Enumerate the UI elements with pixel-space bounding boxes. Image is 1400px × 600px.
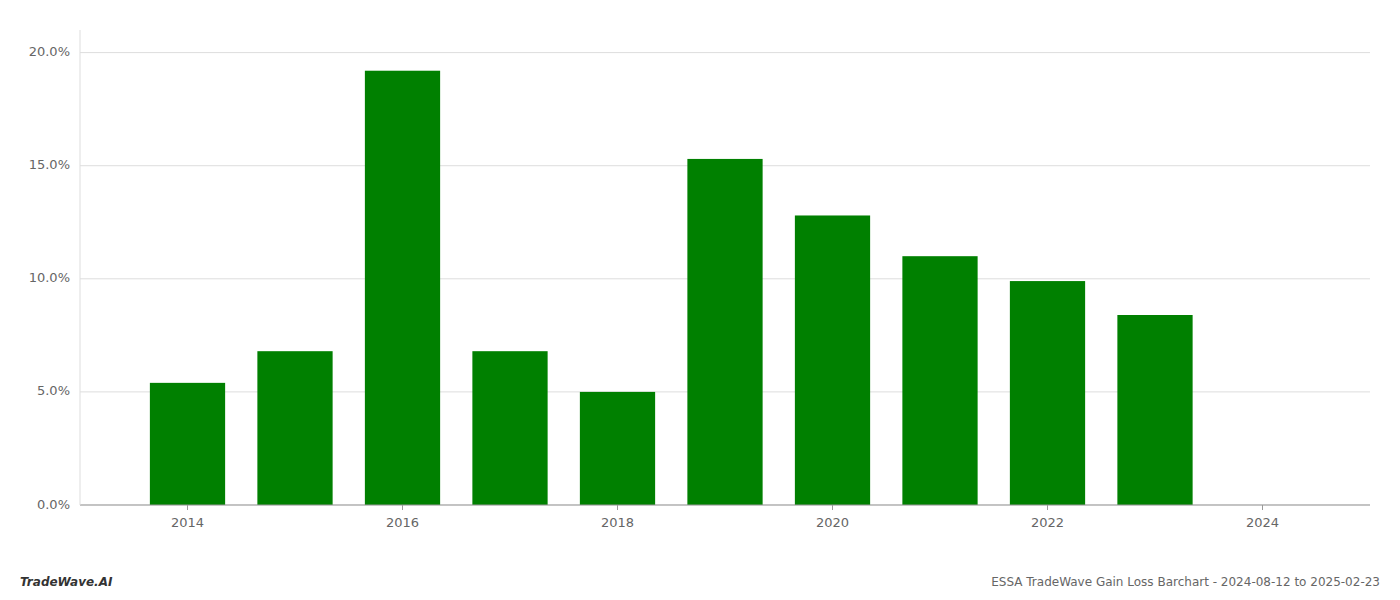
- chart-container: 0.0%5.0%10.0%15.0%20.0%20142016201820202…: [0, 0, 1400, 600]
- x-tick: [1262, 505, 1263, 510]
- x-tick: [832, 505, 833, 510]
- x-tick-label: 2014: [171, 515, 204, 530]
- x-tick: [617, 505, 618, 510]
- chart-svg: 0.0%5.0%10.0%15.0%20.0%20142016201820202…: [0, 0, 1400, 600]
- bar: [150, 383, 225, 505]
- bars: [150, 71, 1193, 505]
- x-ticks: 2014 2016 2018 2020 2022 2024: [171, 505, 1279, 530]
- bar: [795, 215, 870, 505]
- bar: [902, 256, 977, 505]
- y-tick-label: 5.0%: [37, 383, 70, 398]
- footer-right: ESSA TradeWave Gain Loss Barchart - 2024…: [991, 575, 1380, 589]
- bar: [687, 159, 762, 505]
- bar: [1010, 281, 1085, 505]
- bar: [257, 351, 332, 505]
- y-axis-line: [80, 30, 81, 505]
- bar: [580, 392, 655, 505]
- x-axis-line: [80, 505, 1370, 506]
- x-tick-label: 2016: [386, 515, 419, 530]
- y-tick-label: 15.0%: [29, 157, 70, 172]
- y-tick-label: 20.0%: [29, 44, 70, 59]
- x-tick-label: 2020: [816, 515, 849, 530]
- bar: [365, 71, 440, 505]
- x-tick-label: 2022: [1031, 515, 1064, 530]
- x-tick: [402, 505, 403, 510]
- x-tick: [187, 505, 188, 510]
- bar: [472, 351, 547, 505]
- x-tick-label: 2018: [601, 515, 634, 530]
- x-tick: [1047, 505, 1048, 510]
- y-tick-label: 0.0%: [37, 497, 70, 512]
- grid-line: [80, 52, 1370, 53]
- footer-left: TradeWave.AI: [20, 575, 113, 589]
- grid-line: [80, 505, 1370, 506]
- y-grid: [80, 53, 1370, 505]
- bar: [1117, 315, 1192, 505]
- x-tick-label: 2024: [1246, 515, 1279, 530]
- y-tick-labels: 0.0% 5.0% 10.0% 15.0% 20.0%: [29, 44, 70, 511]
- y-tick-label: 10.0%: [29, 270, 70, 285]
